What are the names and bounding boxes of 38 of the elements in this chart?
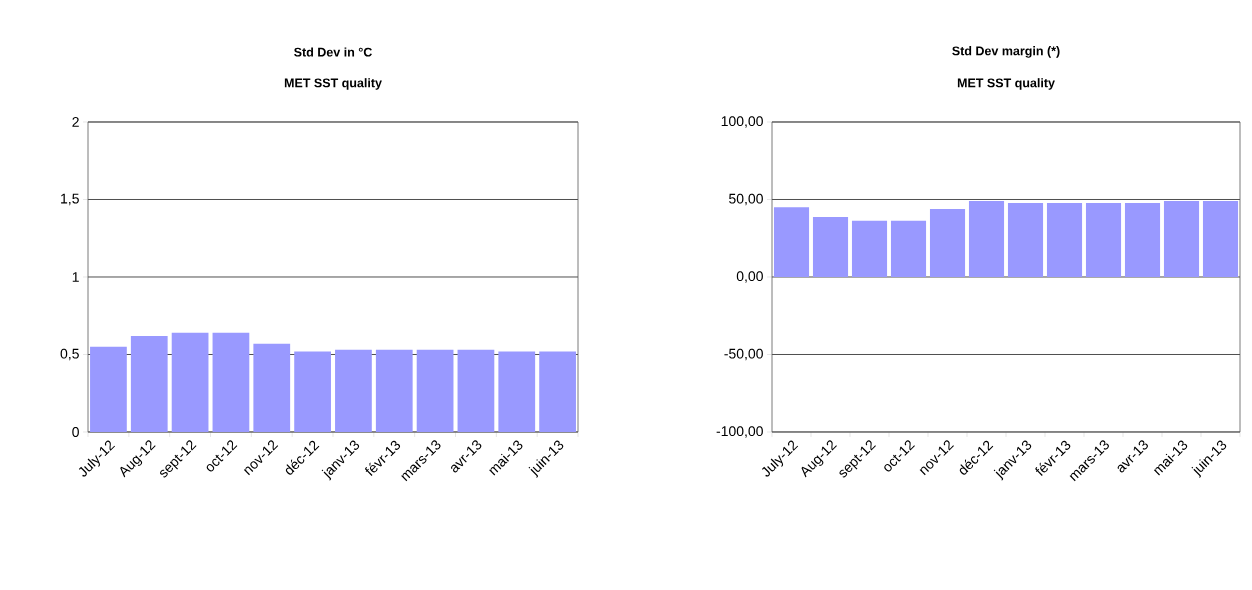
bar <box>90 346 127 432</box>
chart-title: Std Dev margin (*) <box>952 46 1060 58</box>
y-tick-label: 0,5 <box>60 348 79 361</box>
y-tick-label: 50,00 <box>729 193 763 206</box>
bar <box>457 349 495 432</box>
y-tick-label: 1 <box>72 272 79 282</box>
bar <box>498 351 536 432</box>
chart-subtitle: MET SST quality <box>284 78 382 90</box>
bar <box>1202 200 1239 277</box>
bar <box>929 208 966 277</box>
bar <box>812 217 849 277</box>
y-tick-label: -50,00 <box>724 348 763 361</box>
bar <box>968 200 1005 277</box>
bar <box>253 343 291 432</box>
bar <box>1007 202 1044 277</box>
bar <box>212 332 250 432</box>
bar <box>890 220 927 277</box>
bar <box>1046 202 1083 277</box>
bar <box>1085 202 1122 277</box>
bar <box>294 351 331 432</box>
chart-title: Std Dev in °C <box>294 47 372 57</box>
bar <box>851 220 888 277</box>
bar <box>416 349 454 432</box>
y-tick-label: 1,5 <box>61 193 79 206</box>
y-tick-label: 0,00 <box>736 271 763 283</box>
y-tick-label: 0 <box>72 427 79 437</box>
bar <box>335 349 372 432</box>
bar <box>171 332 209 432</box>
y-tick-label: 100,00 <box>721 116 763 128</box>
bar <box>539 351 576 432</box>
bar <box>130 335 168 432</box>
y-tick-label: 2 <box>72 117 79 127</box>
bar <box>773 207 810 277</box>
chart-subtitle: MET SST quality <box>957 78 1055 90</box>
y-tick-label: -100,00 <box>716 426 763 438</box>
bar <box>375 349 413 432</box>
bar <box>1124 202 1161 277</box>
bar <box>1163 200 1200 277</box>
